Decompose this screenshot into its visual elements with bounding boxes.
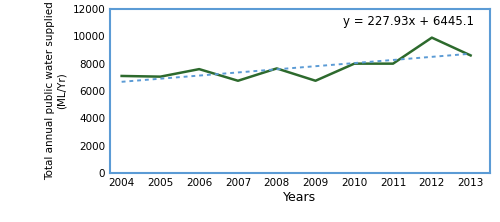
Text: y = 227.93x + 6445.1: y = 227.93x + 6445.1 xyxy=(342,15,473,28)
Y-axis label: Total annual public water supplied
(ML/Yr): Total annual public water supplied (ML/Y… xyxy=(45,2,67,180)
X-axis label: Years: Years xyxy=(284,191,316,204)
